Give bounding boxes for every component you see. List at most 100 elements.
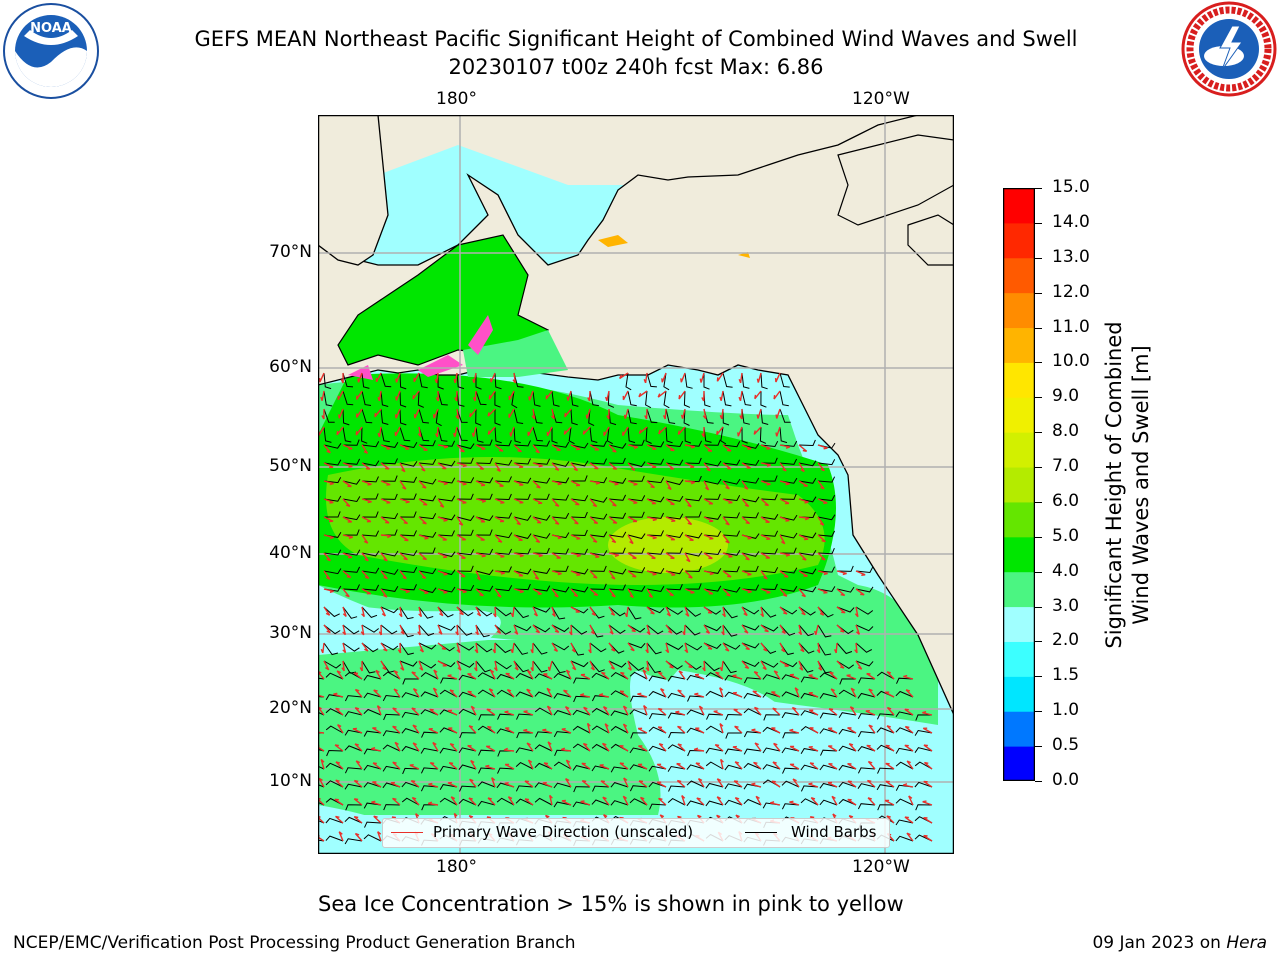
wave-direction-arrow	[677, 689, 686, 698]
wind-barb	[456, 372, 465, 390]
wind-barb	[344, 816, 363, 824]
wind-barb	[646, 642, 662, 655]
wind-barb	[686, 709, 705, 716]
wind-barb	[380, 458, 398, 465]
wave-direction-arrow	[468, 725, 477, 734]
wave-direction-arrow	[399, 660, 405, 671]
wind-barb	[437, 460, 456, 467]
wave-direction-arrow	[608, 516, 618, 524]
wave-direction-arrow	[337, 723, 344, 734]
wind-barb	[684, 624, 701, 636]
wind-barb	[589, 550, 608, 557]
wave-direction-arrow	[798, 588, 807, 598]
wave-direction-arrow	[432, 741, 439, 752]
wave-direction-arrow	[605, 390, 610, 402]
wave-direction-arrow	[772, 761, 781, 770]
wave-direction-arrow	[583, 706, 591, 716]
wave-direction-arrow	[532, 462, 543, 468]
wave-direction-arrow	[760, 480, 771, 486]
wave-direction-arrow	[798, 570, 808, 577]
wave-direction-arrow	[394, 426, 401, 437]
wind-barb	[629, 709, 648, 716]
wind-barb	[418, 568, 437, 575]
wave-direction-arrow	[627, 642, 635, 652]
wave-direction-arrow	[356, 408, 363, 418]
wave-direction-arrow	[680, 408, 686, 419]
wave-direction-arrow	[624, 606, 629, 618]
wind-barb	[458, 798, 477, 806]
wave-direction-arrow	[475, 444, 486, 450]
wave-direction-arrow	[475, 516, 486, 523]
wave-direction-arrow	[779, 444, 791, 449]
wave-direction-arrow	[428, 728, 439, 734]
wave-direction-arrow	[587, 390, 591, 402]
wind-barb	[798, 460, 817, 467]
wind-barb	[592, 785, 610, 792]
wave-direction-arrow	[437, 660, 448, 667]
wave-direction-arrow	[627, 552, 637, 560]
wave-direction-arrow	[775, 426, 781, 437]
wind-barb	[325, 762, 344, 770]
wave-direction-arrow	[720, 758, 724, 770]
wave-direction-arrow	[660, 687, 667, 698]
wind-barb	[705, 672, 724, 680]
wave-direction-arrow	[321, 408, 325, 420]
wind-barb	[685, 511, 702, 518]
wave-direction-arrow	[342, 588, 350, 598]
wind-barb	[722, 441, 741, 448]
wind-barb	[494, 512, 513, 519]
wave-direction-arrow	[828, 708, 838, 716]
wave-direction-arrow	[532, 534, 541, 544]
wave-direction-arrow	[492, 606, 497, 618]
wave-direction-arrow	[695, 762, 705, 770]
wave-direction-arrow	[323, 624, 331, 634]
wind-barb	[663, 372, 670, 391]
wind-barb	[513, 426, 521, 444]
wave-direction-arrow	[399, 552, 408, 561]
wave-direction-arrow	[817, 588, 828, 594]
wind-barb	[857, 731, 876, 738]
wave-direction-arrow	[487, 408, 496, 417]
wind-barb	[817, 642, 832, 656]
wave-direction-arrow	[789, 763, 800, 770]
wave-direction-arrow	[589, 516, 599, 525]
wave-direction-arrow	[789, 728, 800, 734]
wave-direction-arrow	[433, 408, 439, 419]
wave-direction-arrow	[413, 372, 420, 383]
wind-barb	[553, 761, 572, 770]
wind-barb	[534, 673, 553, 680]
wind-barb	[513, 660, 529, 673]
wave-direction-arrow	[354, 832, 363, 842]
wave-direction-arrow	[418, 516, 427, 525]
wave-direction-arrow	[491, 777, 496, 788]
wind-barb	[380, 569, 399, 575]
wind-barb	[325, 780, 344, 788]
wave-direction-arrow	[418, 588, 429, 594]
wind-barb	[646, 408, 658, 424]
wave-direction-arrow	[678, 670, 686, 680]
wave-direction-arrow	[646, 624, 651, 636]
wave-direction-arrow	[447, 727, 458, 734]
wave-direction-arrow	[678, 390, 686, 400]
wave-direction-arrow	[494, 552, 505, 558]
wind-barb	[344, 695, 363, 702]
wind-barb	[513, 477, 532, 484]
wave-direction-arrow	[563, 426, 572, 435]
wind-barb	[779, 532, 798, 539]
wave-direction-arrow	[714, 744, 724, 752]
wave-direction-arrow	[581, 762, 591, 770]
wind-barb	[420, 671, 439, 680]
wave-direction-arrow	[485, 764, 496, 770]
wave-direction-arrow	[741, 498, 750, 508]
wave-direction-arrow	[471, 426, 477, 437]
wind-barb	[703, 548, 722, 556]
wave-direction-arrow	[738, 372, 743, 384]
wind-barb	[703, 439, 721, 446]
wave-direction-arrow	[513, 462, 524, 469]
wave-direction-arrow	[741, 570, 752, 576]
wave-direction-arrow	[337, 390, 344, 401]
wind-barb	[741, 477, 760, 484]
wave-direction-arrow	[513, 480, 524, 486]
wind-barb	[627, 606, 642, 620]
wind-barb	[610, 710, 629, 717]
